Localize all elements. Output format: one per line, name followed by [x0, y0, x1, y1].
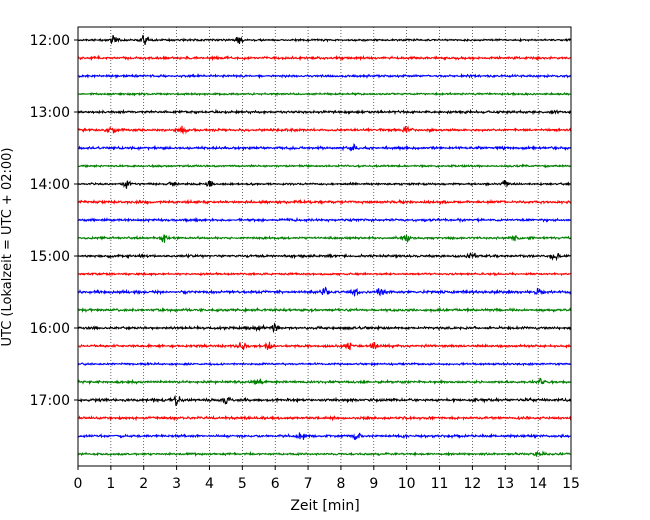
- trace-10: [77, 216, 572, 224]
- y-tick-label: 14:00: [30, 177, 70, 193]
- y-tick-label: 12:00: [30, 33, 70, 49]
- y-tick-label: 13:00: [30, 105, 70, 121]
- y-axis-label: UTC (Lokalzeit = UTC + 02:00): [0, 148, 15, 347]
- trace-6: [77, 143, 572, 152]
- x-tick-label: 15: [562, 476, 580, 492]
- x-tick-label: 7: [304, 476, 313, 492]
- trace-8: [77, 179, 572, 189]
- x-tick-label: 13: [496, 476, 514, 492]
- trace-3: [77, 91, 572, 97]
- x-axis-label: Zeit [min]: [290, 498, 359, 514]
- plot-frame: [77, 26, 572, 467]
- x-tick-label: 12: [463, 476, 481, 492]
- trace-18: [77, 361, 572, 367]
- x-tick-label: 10: [398, 476, 416, 492]
- trace-20: [77, 394, 572, 407]
- trace-16: [77, 322, 572, 334]
- trace-11: [77, 234, 572, 243]
- trace-4: [77, 108, 572, 116]
- x-tick-label: 11: [431, 476, 449, 492]
- trace-2: [77, 72, 572, 80]
- x-tick-label: 6: [271, 476, 280, 492]
- x-tick-label: 14: [529, 476, 547, 492]
- trace-21: [77, 414, 572, 422]
- x-tick-label: 9: [369, 476, 378, 492]
- trace-7: [77, 163, 572, 169]
- x-tick-label: 2: [139, 476, 148, 492]
- x-tick-label: 4: [205, 476, 214, 492]
- y-tick-label: 15:00: [30, 249, 70, 265]
- y-tick-label: 17:00: [30, 393, 70, 409]
- traces: [77, 34, 572, 458]
- trace-13: [78, 271, 572, 277]
- x-tick-label: 3: [172, 476, 181, 492]
- trace-23: [77, 450, 572, 458]
- trace-22: [77, 432, 572, 441]
- x-axis: 0 1 2 3 4 5 6 7 8 9 10 11 12 13 14 15: [74, 466, 580, 492]
- x-tick-label: 8: [336, 476, 345, 492]
- trace-14: [77, 286, 572, 297]
- trace-9: [77, 198, 572, 206]
- trace-12: [77, 252, 572, 262]
- trace-19: [77, 377, 572, 386]
- trace-0: [77, 34, 572, 45]
- y-tick-label: 16:00: [30, 321, 70, 337]
- trace-5: [77, 125, 572, 135]
- x-tick-label: 0: [74, 476, 83, 492]
- x-tick-label: 5: [238, 476, 247, 492]
- trace-17: [77, 341, 572, 351]
- trace-15: [77, 306, 572, 314]
- trace-1: [77, 54, 572, 62]
- y-axis: 12:00 13:00 14:00 15:00 16:00 17:00: [30, 33, 78, 409]
- x-tick-label: 1: [106, 476, 115, 492]
- grid-lines: [110, 27, 539, 466]
